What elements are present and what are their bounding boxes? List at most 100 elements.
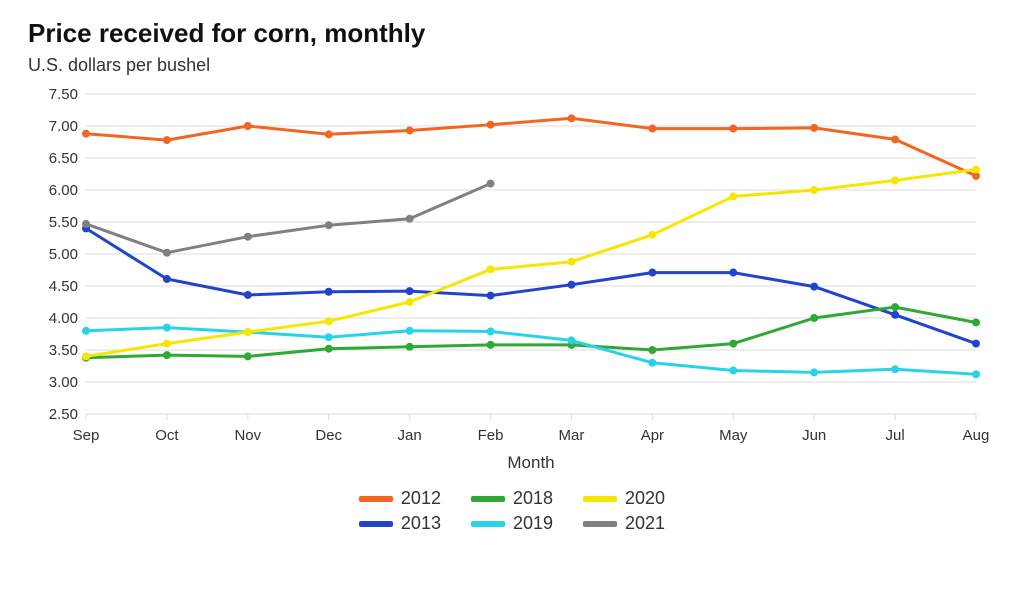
legend-label: 2013 [401, 513, 441, 534]
legend-label: 2019 [513, 513, 553, 534]
series-marker-2012 [648, 125, 656, 133]
series-marker-2021 [487, 180, 495, 188]
series-marker-2012 [325, 130, 333, 138]
legend-item-2021: 2021 [583, 513, 665, 534]
y-tick-label: 6.50 [49, 150, 78, 167]
series-marker-2013 [648, 269, 656, 277]
legend-row: 2012 2018 2020 [28, 488, 996, 509]
series-line-2020 [86, 170, 976, 357]
y-tick-label: 2.50 [49, 406, 78, 423]
legend-swatch [583, 496, 617, 502]
x-tick-label: Feb [478, 427, 504, 444]
series-marker-2019 [487, 327, 495, 335]
series-marker-2020 [244, 328, 252, 336]
series-line-2021 [86, 184, 491, 253]
series-marker-2013 [972, 340, 980, 348]
legend-label: 2020 [625, 488, 665, 509]
x-tick-label: Jul [885, 427, 904, 444]
series-marker-2019 [406, 327, 414, 335]
series-marker-2013 [810, 283, 818, 291]
series-marker-2018 [972, 318, 980, 326]
y-tick-label: 3.50 [49, 342, 78, 359]
x-tick-label: Nov [234, 427, 261, 444]
y-tick-label: 5.00 [49, 246, 78, 263]
series-marker-2019 [648, 359, 656, 367]
x-tick-label: Jan [398, 427, 422, 444]
series-marker-2019 [729, 366, 737, 374]
series-marker-2018 [729, 340, 737, 348]
chart-frame: Price received for corn, monthly U.S. do… [0, 0, 1024, 610]
series-marker-2018 [891, 303, 899, 311]
line-chart-svg: 2.50 3.00 3.50 4.00 4.50 5.00 5.50 6.00 6.50 7.00… [28, 84, 996, 484]
series-marker-2018 [163, 351, 171, 359]
series-marker-2019 [891, 365, 899, 373]
y-tick-label: 4.00 [49, 310, 78, 327]
series-marker-2019 [325, 333, 333, 341]
series-marker-2020 [810, 186, 818, 194]
series-marker-2012 [891, 135, 899, 143]
series-marker-2019 [163, 324, 171, 332]
series-marker-2012 [729, 125, 737, 133]
series-marker-2020 [891, 176, 899, 184]
y-tick-label: 7.00 [49, 118, 78, 135]
chart-legend: 2012 2018 2020 2013 2019 2021 [28, 488, 996, 534]
x-tick-label: Dec [315, 427, 342, 444]
legend-row: 2013 2019 2021 [28, 513, 996, 534]
series-marker-2020 [325, 317, 333, 325]
series-marker-2013 [163, 275, 171, 283]
series-marker-2020 [487, 265, 495, 273]
x-tick-label: May [719, 427, 748, 444]
x-tick-label: Oct [155, 427, 179, 444]
series-marker-2013 [244, 291, 252, 299]
y-tick-label: 5.50 [49, 214, 78, 231]
series-marker-2012 [406, 126, 414, 134]
series-marker-2013 [891, 311, 899, 319]
series-marker-2020 [406, 298, 414, 306]
legend-swatch [359, 496, 393, 502]
series-marker-2020 [163, 340, 171, 348]
x-tick-label: Sep [73, 427, 100, 444]
chart-title: Price received for corn, monthly [28, 18, 996, 49]
series-marker-2021 [244, 233, 252, 241]
series-marker-2013 [729, 269, 737, 277]
legend-label: 2021 [625, 513, 665, 534]
series-marker-2020 [82, 352, 90, 360]
chart-plot-area: 2.50 3.00 3.50 4.00 4.50 5.00 5.50 6.00 6.50 7.00… [28, 84, 996, 484]
x-tick-label: Apr [641, 427, 664, 444]
series-marker-2018 [325, 345, 333, 353]
y-tick-label: 3.00 [49, 374, 78, 391]
series-marker-2018 [244, 352, 252, 360]
series-marker-2013 [406, 287, 414, 295]
legend-swatch [583, 521, 617, 527]
legend-swatch [471, 521, 505, 527]
series-marker-2019 [567, 336, 575, 344]
series-marker-2021 [82, 220, 90, 228]
series-marker-2019 [972, 370, 980, 378]
series-marker-2012 [487, 121, 495, 129]
y-tick-label: 6.00 [49, 182, 78, 199]
series-marker-2013 [567, 281, 575, 289]
series-marker-2020 [648, 231, 656, 239]
series-marker-2020 [567, 258, 575, 266]
series-marker-2020 [729, 192, 737, 200]
legend-item-2020: 2020 [583, 488, 665, 509]
series-marker-2018 [648, 346, 656, 354]
legend-item-2018: 2018 [471, 488, 553, 509]
x-tick-label: Mar [559, 427, 585, 444]
legend-label: 2018 [513, 488, 553, 509]
series-marker-2013 [325, 288, 333, 296]
series-marker-2019 [810, 368, 818, 376]
series-marker-2012 [810, 124, 818, 132]
x-tick-label: Aug [963, 427, 990, 444]
series-marker-2012 [244, 122, 252, 130]
series-marker-2018 [810, 314, 818, 322]
series-marker-2018 [487, 341, 495, 349]
legend-swatch [359, 521, 393, 527]
x-tick-label: Jun [802, 427, 826, 444]
y-tick-label: 4.50 [49, 278, 78, 295]
y-tick-label: 7.50 [49, 86, 78, 103]
legend-item-2012: 2012 [359, 488, 441, 509]
legend-item-2019: 2019 [471, 513, 553, 534]
series-marker-2012 [567, 114, 575, 122]
chart-subtitle: U.S. dollars per bushel [28, 55, 996, 76]
